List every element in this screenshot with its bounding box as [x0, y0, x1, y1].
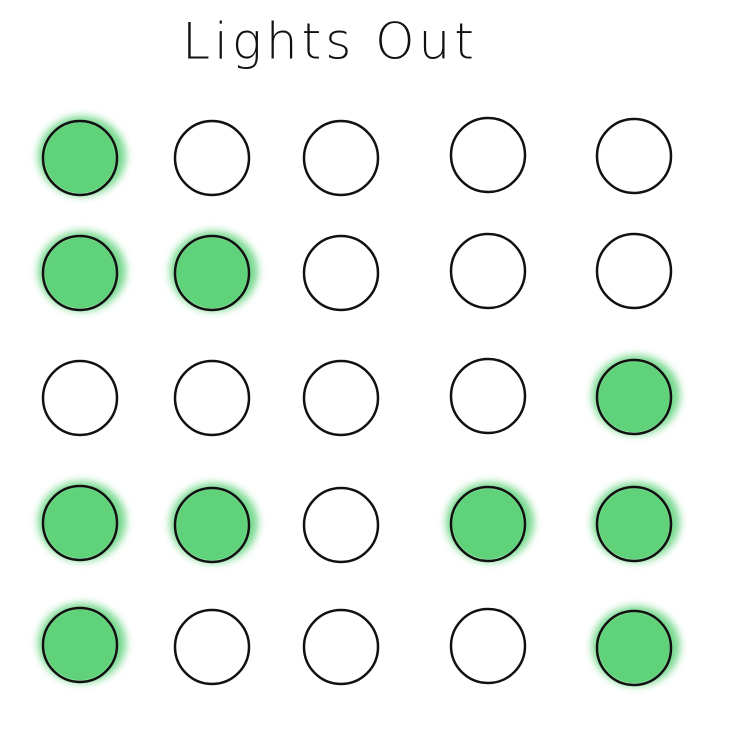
light-cell[interactable]	[595, 232, 673, 310]
light-cell[interactable]	[38, 116, 126, 197]
light-outline	[595, 609, 673, 687]
light-cell[interactable]	[302, 234, 380, 312]
light-fill	[45, 238, 115, 308]
title: Lights Out	[182, 13, 478, 71]
light-fill	[177, 490, 247, 560]
light-outline	[41, 234, 119, 312]
light-cell[interactable]	[449, 116, 527, 194]
light-cell[interactable]	[38, 481, 126, 562]
light-outline	[41, 359, 119, 437]
light-outline	[595, 232, 673, 310]
light-cell[interactable]	[302, 486, 380, 564]
light-cell[interactable]	[302, 359, 380, 437]
light-outline	[302, 359, 380, 437]
light-fill	[45, 488, 115, 558]
light-outline	[302, 486, 380, 564]
light-fill	[177, 238, 247, 308]
light-outline	[595, 117, 673, 195]
light-cell[interactable]	[173, 119, 251, 197]
light-outline	[302, 608, 380, 686]
light-fill	[45, 610, 115, 680]
light-outline	[302, 234, 380, 312]
light-outline	[449, 232, 527, 310]
light-outline	[449, 485, 527, 563]
light-outline	[595, 485, 673, 563]
light-outline	[449, 357, 527, 435]
light-outline	[41, 119, 119, 197]
light-outline	[173, 359, 251, 437]
light-cell[interactable]	[592, 482, 680, 563]
light-fill	[599, 362, 669, 432]
light-outline	[173, 119, 251, 197]
light-cell[interactable]	[170, 231, 258, 312]
light-cell[interactable]	[170, 483, 258, 564]
light-cell[interactable]	[41, 359, 119, 437]
light-cell[interactable]	[173, 608, 251, 686]
light-cell[interactable]	[449, 232, 527, 310]
light-outline	[173, 608, 251, 686]
light-outline	[302, 119, 380, 197]
light-cell[interactable]	[595, 117, 673, 195]
light-cell[interactable]	[592, 355, 680, 436]
light-cell[interactable]	[592, 606, 680, 687]
light-fill	[453, 489, 523, 559]
light-cell[interactable]	[446, 482, 534, 563]
light-outline	[41, 606, 119, 684]
light-cell[interactable]	[302, 119, 380, 197]
light-outline	[595, 358, 673, 436]
light-outline	[173, 486, 251, 564]
light-cell[interactable]	[38, 603, 126, 684]
light-fill	[599, 489, 669, 559]
light-outline	[41, 484, 119, 562]
light-cell[interactable]	[449, 357, 527, 435]
light-outline	[449, 607, 527, 685]
light-cell[interactable]	[302, 608, 380, 686]
light-outline	[173, 234, 251, 312]
light-fill	[45, 123, 115, 193]
cell-grid	[38, 116, 680, 687]
light-fill	[599, 613, 669, 683]
light-outline	[449, 116, 527, 194]
light-cell[interactable]	[38, 231, 126, 312]
light-cell[interactable]	[449, 607, 527, 685]
light-cell[interactable]	[173, 359, 251, 437]
